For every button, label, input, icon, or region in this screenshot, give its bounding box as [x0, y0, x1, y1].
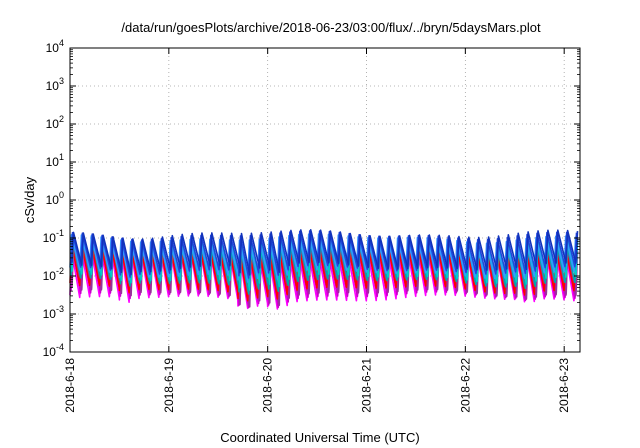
series-line	[69, 233, 577, 283]
x-tick-label: 2018-6-23	[557, 358, 571, 413]
series-line	[70, 230, 578, 279]
y-tick-label: 10-1	[43, 228, 64, 245]
x-axis: 2018-6-18 2018-6-19 2018-6-20 2018-6-21 2018…	[63, 48, 571, 413]
y-tick-label: 10-2	[43, 266, 64, 283]
y-axis: 10-4 10-3 10-2 10-1 100 101 102 103 104	[43, 38, 580, 359]
chart-title: /data/run/goesPlots/archive/2018-06-23/0…	[121, 20, 541, 35]
y-axis-label: cSv/day	[22, 176, 37, 223]
series-group	[69, 229, 579, 310]
series-line	[71, 229, 579, 276]
x-tick-label: 2018-6-21	[360, 358, 374, 413]
y-tick-label: 104	[46, 38, 64, 55]
x-tick-label: 2018-6-19	[162, 358, 176, 413]
y-tick-label: 100	[46, 190, 64, 207]
y-tick-label: 10-4	[43, 342, 64, 359]
y-tick-label: 102	[46, 114, 64, 131]
y-tick-label: 101	[46, 152, 64, 169]
y-tick-label: 103	[46, 76, 64, 93]
series-line	[69, 246, 577, 310]
y-tick-label: 10-3	[43, 304, 64, 321]
series-line	[69, 241, 577, 302]
grid	[69, 48, 580, 352]
x-tick-label: 2018-6-18	[63, 358, 77, 413]
x-axis-label: Coordinated Universal Time (UTC)	[220, 430, 419, 445]
x-tick-label: 2018-6-20	[261, 358, 275, 413]
x-tick-label: 2018-6-22	[458, 358, 472, 413]
